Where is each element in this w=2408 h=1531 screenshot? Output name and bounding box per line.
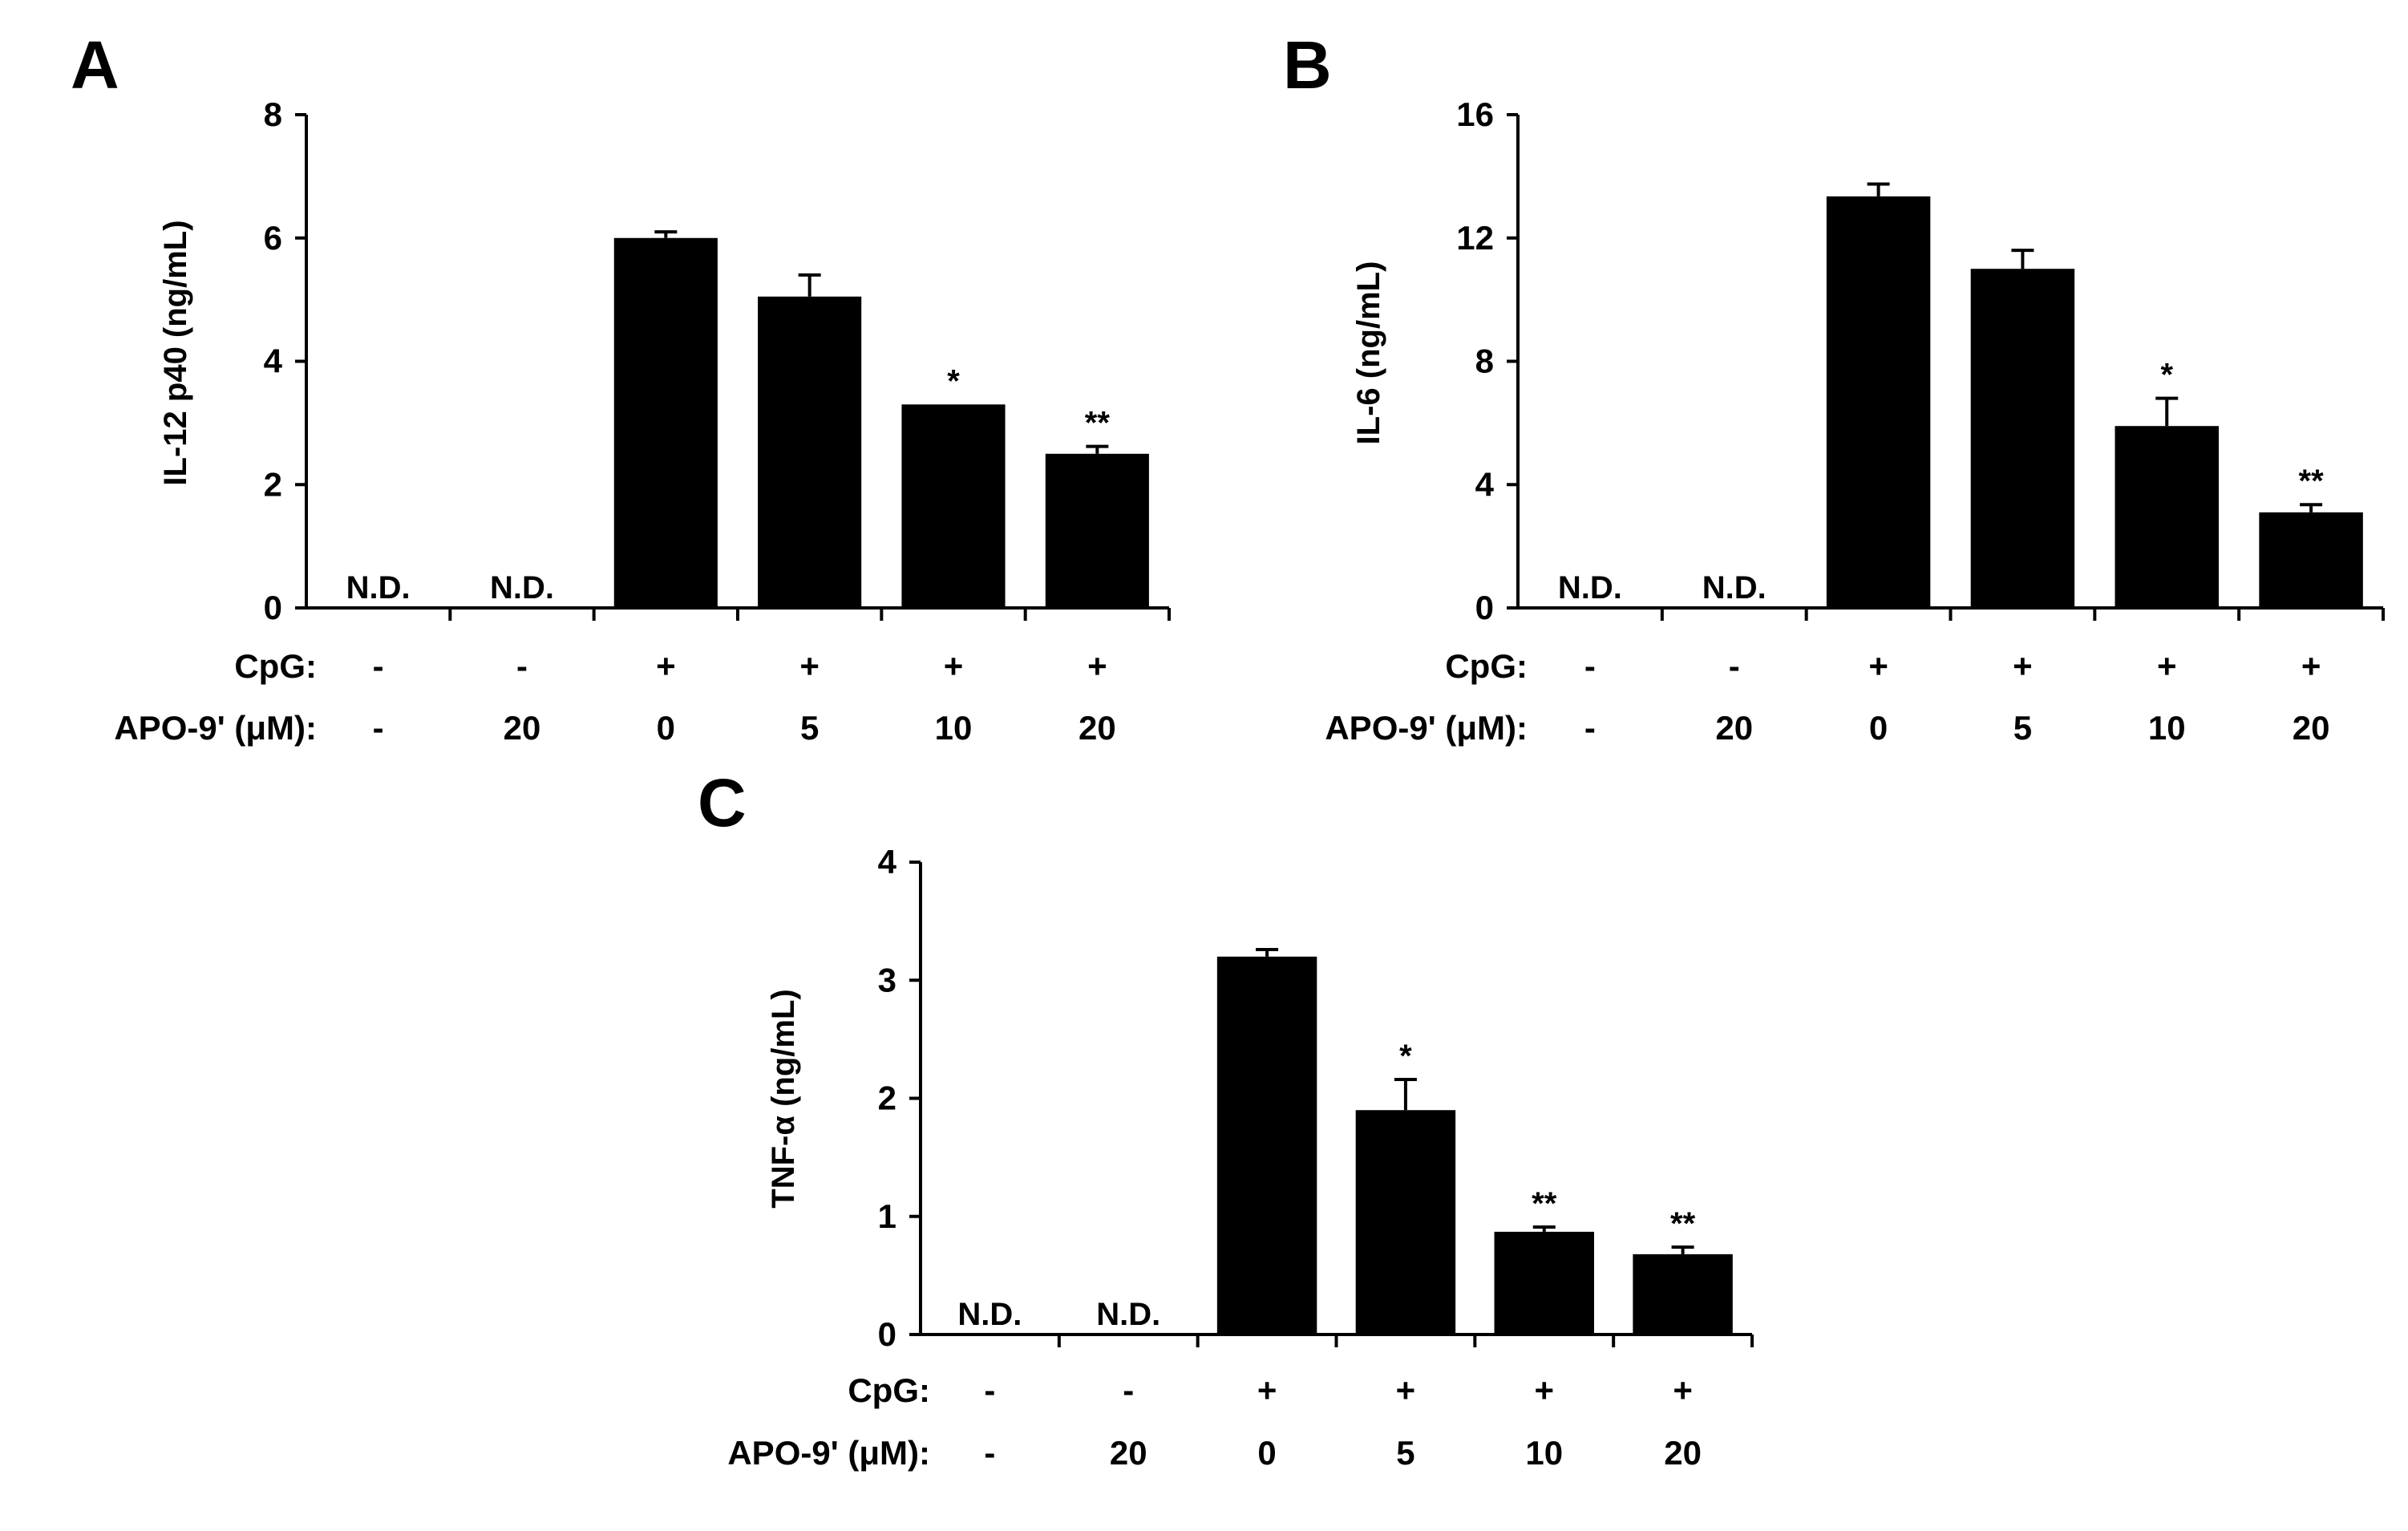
apo-dose-label: 0: [657, 709, 675, 747]
significance-label: **: [1085, 406, 1111, 441]
y-tick-label: 0: [878, 1315, 896, 1353]
significance-label: *: [1399, 1039, 1412, 1074]
cpg-condition-label: +: [1673, 1371, 1693, 1409]
not-detected-label: N.D.: [346, 570, 411, 606]
cpg-condition-label: +: [799, 647, 820, 685]
y-tick-label: 4: [1475, 465, 1495, 503]
cpg-condition-label: +: [2013, 647, 2033, 685]
significance-label: **: [2299, 464, 2325, 499]
apo-dose-label: -: [984, 1434, 995, 1472]
apo-dose-label: 10: [1525, 1434, 1563, 1472]
y-tick-label: 0: [1475, 589, 1494, 626]
y-tick-label: 4: [264, 342, 283, 380]
apo-dose-label: 20: [1110, 1434, 1147, 1472]
bar: [1355, 1110, 1456, 1335]
cpg-condition-label: +: [1087, 647, 1107, 685]
bar: [1970, 269, 2075, 608]
apo-dose-label: 10: [935, 709, 973, 747]
apo-dose-label: 20: [1664, 1434, 1702, 1472]
bar: [1633, 1254, 1733, 1335]
significance-label: *: [947, 363, 960, 399]
y-tick-label: 2: [264, 465, 282, 503]
cpg-condition-label: +: [944, 647, 964, 685]
cpg-condition-label: +: [1868, 647, 1888, 685]
not-detected-label: N.D.: [1702, 570, 1767, 606]
y-tick-label: 6: [264, 219, 282, 257]
bar: [1045, 453, 1149, 608]
cpg-condition-label: -: [516, 647, 528, 685]
bar: [1826, 196, 1931, 608]
cpg-row-label: CpG:: [1445, 647, 1528, 685]
apo-dose-label: 20: [1079, 709, 1116, 747]
significance-label: *: [2160, 358, 2173, 393]
bar: [613, 237, 718, 608]
y-tick-label: 12: [1456, 219, 1494, 257]
y-tick-label: 3: [878, 961, 896, 998]
panel-letter: A: [71, 27, 119, 103]
apo-row-label: APO-9' (μM):: [1325, 709, 1528, 747]
bar: [901, 404, 1006, 608]
apo-dose-label: 20: [504, 709, 541, 747]
cpg-condition-label: -: [984, 1371, 995, 1409]
apo-dose-label: 20: [2293, 709, 2330, 747]
apo-dose-label: 5: [800, 709, 819, 747]
y-axis-label: IL-6 (ng/mL): [1351, 261, 1386, 445]
cpg-condition-label: +: [656, 647, 676, 685]
apo-dose-label: 0: [1257, 1434, 1276, 1472]
cpg-condition-label: +: [2301, 647, 2321, 685]
not-detected-label: N.D.: [1558, 570, 1622, 606]
cpg-condition-label: -: [373, 647, 384, 685]
apo-dose-label: 0: [1869, 709, 1888, 747]
not-detected-label: N.D.: [1096, 1297, 1160, 1332]
cpg-condition-label: -: [1123, 1371, 1134, 1409]
y-tick-label: 2: [878, 1079, 896, 1117]
cpg-condition-label: -: [1584, 647, 1596, 685]
panel-letter: C: [698, 765, 747, 840]
y-tick-label: 16: [1456, 95, 1494, 133]
significance-label: **: [1532, 1186, 1557, 1221]
apo-dose-label: 5: [1396, 1434, 1414, 1472]
y-tick-label: 8: [264, 95, 282, 133]
apo-dose-label: -: [1584, 709, 1596, 747]
cpg-condition-label: +: [1396, 1371, 1416, 1409]
panel-letter: B: [1283, 27, 1332, 103]
y-tick-label: 1: [878, 1197, 896, 1235]
apo-dose-label: 10: [2148, 709, 2186, 747]
apo-dose-label: -: [373, 709, 384, 747]
apo-row-label: APO-9' (μM):: [114, 709, 317, 747]
apo-row-label: APO-9' (μM):: [727, 1434, 930, 1472]
apo-dose-label: 20: [1715, 709, 1753, 747]
cpg-row-label: CpG:: [234, 647, 317, 685]
bar: [2115, 426, 2219, 608]
y-axis-label: IL-12 p40 (ng/mL): [158, 220, 193, 485]
cpg-row-label: CpG:: [848, 1371, 930, 1409]
cpg-condition-label: -: [1729, 647, 1740, 685]
significance-label: **: [1670, 1206, 1696, 1241]
apo-dose-label: 5: [2013, 709, 2032, 747]
cpg-condition-label: +: [1257, 1371, 1277, 1409]
y-axis-label: TNF-α (ng/mL): [766, 989, 801, 1208]
cpg-condition-label: +: [2157, 647, 2177, 685]
not-detected-label: N.D.: [490, 570, 554, 606]
bar: [758, 296, 862, 608]
y-tick-label: 0: [264, 589, 282, 626]
bar: [1494, 1231, 1594, 1335]
bar: [2259, 512, 2363, 608]
bar: [1216, 956, 1317, 1335]
cpg-condition-label: +: [1534, 1371, 1554, 1409]
y-tick-label: 8: [1475, 342, 1494, 380]
not-detected-label: N.D.: [957, 1297, 1022, 1332]
y-tick-label: 4: [878, 843, 897, 881]
